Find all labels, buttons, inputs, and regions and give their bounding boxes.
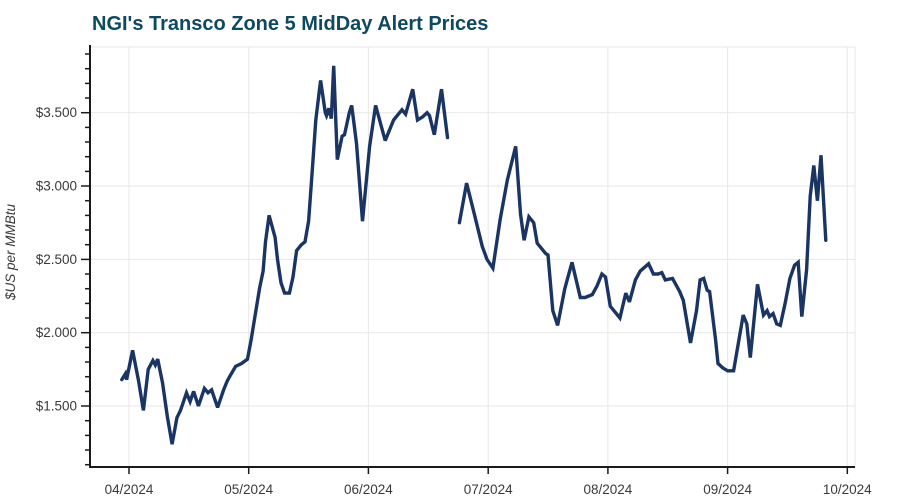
gridlines: [90, 46, 856, 467]
price-line: [120, 65, 828, 445]
axes: [89, 45, 855, 468]
y-tick-labels: $1.500 $2.000 $2.500 $3.000 $3.500: [36, 105, 77, 413]
chart-title: NGI's Transco Zone 5 MidDay Alert Prices: [92, 13, 488, 35]
x-tick-labels: 04/2024 05/2024 06/2024 07/2024 08/2024 09/20…: [105, 482, 873, 497]
y-tick-label: $2.000: [36, 325, 77, 340]
axis-ticks: [81, 53, 849, 474]
x-tick-label: 04/2024: [105, 482, 154, 497]
y-tick-label: $3.500: [36, 105, 77, 120]
y-tick-label: $3.000: [36, 179, 77, 194]
price-line-segment: [457, 145, 828, 373]
x-tick-label: 08/2024: [583, 482, 632, 497]
y-axis-title: $US per MMBtu: [3, 203, 18, 301]
x-tick-label: 10/2024: [823, 482, 872, 497]
x-tick-label: 06/2024: [344, 482, 393, 497]
x-tick-label: 09/2024: [703, 482, 752, 497]
y-tick-label: $2.500: [36, 252, 77, 267]
price-line-segment: [120, 65, 450, 445]
x-tick-label: 05/2024: [224, 482, 273, 497]
y-tick-label: $1.500: [36, 399, 77, 414]
x-tick-label: 07/2024: [464, 482, 513, 497]
